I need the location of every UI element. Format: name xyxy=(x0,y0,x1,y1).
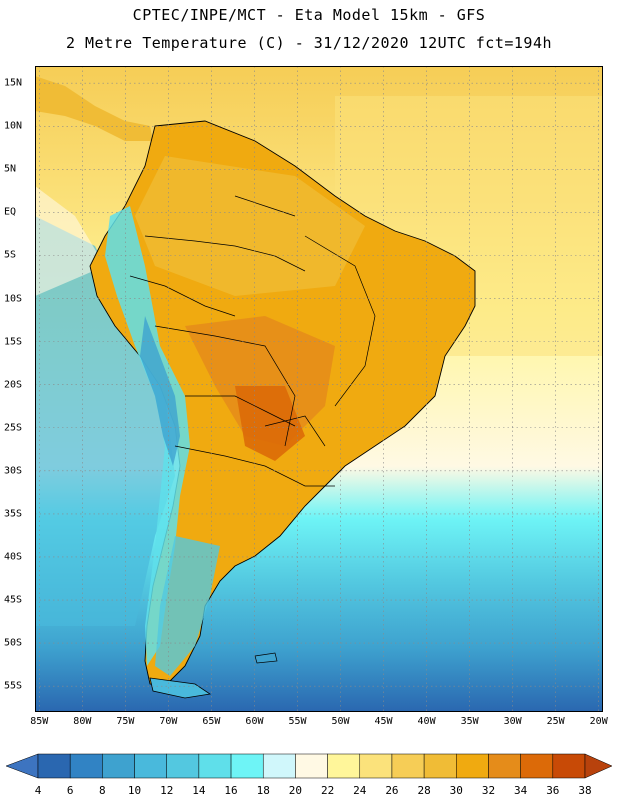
lon-label: 85W xyxy=(30,716,49,727)
graticule xyxy=(35,66,603,712)
colorbar-swatch xyxy=(262,753,296,779)
colorbar-low-arrow xyxy=(5,753,39,779)
central-america-land xyxy=(35,76,153,141)
colorbar-swatch xyxy=(423,753,457,779)
colorbar-swatch xyxy=(230,753,264,779)
lat-label: 15S xyxy=(4,336,23,348)
colorbar-level-label: 34 xyxy=(514,784,528,797)
lat-label: 35S xyxy=(4,508,23,520)
temperature-map xyxy=(35,66,603,712)
pacific-pale-zone xyxy=(35,186,105,296)
lon-label: 25W xyxy=(546,716,565,727)
colorbar-level-label: 8 xyxy=(99,784,106,797)
colorbar-swatch xyxy=(198,753,232,779)
colorbar-swatch xyxy=(488,753,521,779)
colorbar-swatch xyxy=(102,753,135,779)
map-title-line-1: CPTEC/INPE/MCT - Eta Model 15km - GFS xyxy=(132,6,486,24)
lon-label: 65W xyxy=(202,716,221,727)
colorbar-swatch xyxy=(391,753,425,779)
lat-label: 55S xyxy=(4,680,23,692)
colorbar-level-label: 38 xyxy=(578,784,592,797)
lon-label: 20W xyxy=(589,716,608,727)
colorbar-swatch xyxy=(37,753,71,779)
lon-label: 75W xyxy=(116,716,135,727)
colorbar-level-label: 10 xyxy=(127,784,142,797)
colorbar-level-label: 28 xyxy=(417,784,431,797)
lon-label: 70W xyxy=(159,716,178,727)
lat-label: 40S xyxy=(4,551,23,563)
colorbar-swatch xyxy=(327,753,361,779)
map-canvas xyxy=(35,66,603,712)
lat-label: 15N xyxy=(4,77,23,89)
lon-label: 80W xyxy=(73,716,92,727)
lat-label: 50S xyxy=(4,637,23,649)
lon-label: 55W xyxy=(288,716,307,727)
andes-cold-strip xyxy=(105,206,190,666)
patagonia-zone xyxy=(155,536,220,676)
colorbar xyxy=(5,753,613,779)
colorbar-level-label: 30 xyxy=(449,784,463,797)
lon-label: 50W xyxy=(331,716,350,727)
lat-label: 20S xyxy=(4,379,23,391)
lat-label: 10S xyxy=(4,293,23,305)
colorbar-level-label: 6 xyxy=(66,784,74,797)
colorbar-level-label: 4 xyxy=(34,784,42,797)
colorbar-swatch xyxy=(552,753,586,779)
colorbar-level-label: 36 xyxy=(546,784,560,797)
andes-colder-core xyxy=(140,316,180,466)
colorbar-swatch xyxy=(456,753,489,779)
lat-label: 5N xyxy=(4,163,17,175)
colorbar-level-label: 22 xyxy=(320,784,335,797)
lon-label: 30W xyxy=(503,716,522,727)
lat-label: 45S xyxy=(4,594,23,606)
colorbar-level-label: 32 xyxy=(481,784,496,797)
falklands xyxy=(254,652,278,664)
colorbar-high-arrow xyxy=(584,753,613,779)
lat-label: 10N xyxy=(4,120,23,132)
country-borders xyxy=(129,195,376,487)
colorbar-swatch xyxy=(295,753,328,779)
colorbar-swatch xyxy=(520,753,554,779)
lat-label: 5S xyxy=(4,249,17,261)
colorbar-level-label: 14 xyxy=(192,784,206,797)
colorbar-swatch xyxy=(69,753,103,779)
lat-label: 25S xyxy=(4,422,23,434)
colorbar-swatch xyxy=(134,753,167,779)
colorbar-level-label: 12 xyxy=(160,784,174,797)
lon-label: 40W xyxy=(417,716,436,727)
lon-label: 45W xyxy=(374,716,393,727)
map-title-line-2: 2 Metre Temperature (C) - 31/12/2020 12U… xyxy=(65,34,553,52)
lon-label: 60W xyxy=(245,716,264,727)
colorbar-level-label: 18 xyxy=(256,784,270,797)
amazon-zone xyxy=(135,156,365,296)
lat-label: 30S xyxy=(4,465,23,477)
colorbar-level-label: 16 xyxy=(224,784,238,797)
lat-label: EQ xyxy=(4,206,17,218)
colorbar-swatch xyxy=(166,753,200,779)
tierra-del-fuego xyxy=(149,677,212,699)
colorbar-level-label: 26 xyxy=(385,784,399,797)
map-frame xyxy=(35,66,603,712)
colorbar-swatch xyxy=(359,753,393,779)
colorbar-level-label: 20 xyxy=(288,784,303,797)
colorbar-level-label: 24 xyxy=(353,784,367,797)
lon-label: 35W xyxy=(460,716,479,727)
pacific-cool-zone xyxy=(35,216,175,626)
